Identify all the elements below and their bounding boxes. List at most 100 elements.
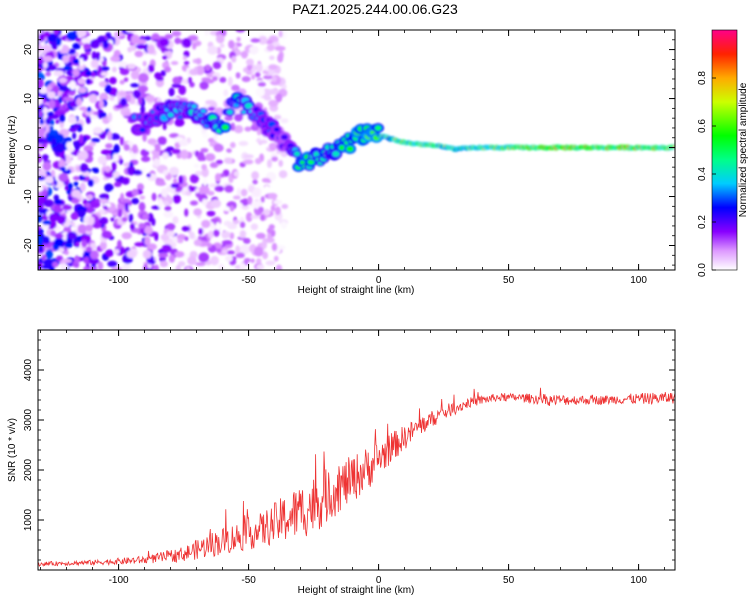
spectrogram-noise-blob	[223, 220, 232, 227]
spectrogram-noise-blob	[239, 244, 250, 255]
spectrogram-noise-blob	[174, 118, 185, 127]
spectrogram-noise-blob	[53, 204, 64, 214]
spectrogram-noise-blob	[224, 184, 234, 193]
spectrogram-noise-blob	[170, 61, 179, 66]
spectrogram-noise-blob	[235, 252, 245, 259]
spectrogram-noise-blob	[107, 112, 113, 122]
spectrogram-noise-blob	[111, 161, 117, 172]
spectrogram-noise-blob	[193, 124, 203, 130]
spectrogram-noise-blob	[70, 211, 79, 221]
spectrogram-blobs	[38, 30, 675, 270]
spectrogram-noise-blob	[187, 35, 199, 41]
spectrogram-noise-blob	[236, 187, 241, 198]
spectrogram-noise-blob	[226, 148, 232, 153]
spectrogram-noise-blob	[216, 47, 222, 55]
spectrogram-ridge-core	[280, 134, 289, 141]
spectrogram-noise-blob	[79, 163, 89, 173]
spectrogram-noise-blob	[47, 64, 57, 71]
spectrogram-noise-blob	[147, 44, 155, 55]
spectrogram-noise-blob	[60, 263, 69, 270]
spectrogram-noise-blob	[253, 246, 264, 257]
spectrogram-noise-blob	[127, 166, 133, 173]
spectrogram-noise-blob	[162, 55, 168, 60]
spectrogram-noise-blob	[107, 130, 113, 141]
spectrogram-noise-blob	[226, 250, 236, 255]
spectrogram-noise-blob	[97, 261, 104, 270]
spectrogram-noise-blob	[119, 136, 124, 146]
spectrogram-noise-blob	[268, 142, 277, 151]
spectrogram-noise-blob	[56, 255, 63, 262]
spectrogram-noise-blob	[178, 85, 187, 96]
spectrogram-noise-blob	[151, 218, 156, 226]
spectrogram-noise-blob	[38, 153, 41, 163]
spectrogram-noise-blob	[75, 241, 80, 248]
spectrogram-noise-blob	[127, 46, 133, 53]
spectrogram-noise-blob	[56, 37, 62, 47]
colorbar-gradient	[712, 30, 737, 270]
spectrogram-noise-blob	[120, 97, 128, 107]
spectrogram-noise-blob	[109, 95, 115, 101]
spectrogram-noise-blob	[199, 80, 209, 90]
spectrogram-noise-blob	[178, 175, 184, 185]
spectrogram-noise-blob	[246, 64, 253, 70]
spectrogram-noise-blob	[93, 111, 99, 116]
spectrogram-noise-blob	[243, 257, 251, 263]
spectrogram-noise-blob	[38, 43, 42, 54]
spectrogram-noise-blob	[235, 245, 241, 254]
spectrogram-noise-blob	[130, 223, 135, 231]
spectrogram-noise-blob	[112, 135, 121, 140]
snr-panel: -100 -50 0 50 100 1000 2000 3000 4000 Height of…	[7, 329, 676, 596]
spectrogram-noise-blob	[119, 68, 130, 76]
spectrogram-noise-blob	[256, 264, 265, 270]
colorbar-label: Normalized spectral amplitude	[738, 82, 749, 217]
spectrogram-noise-blob	[161, 244, 172, 253]
spectrogram-noise-blob	[38, 225, 42, 231]
spectrogram-noise-blob	[111, 266, 123, 270]
spectrogram-noise-blob	[188, 231, 195, 240]
spectrogram-noise-blob	[118, 158, 124, 165]
spectrogram-noise-blob	[138, 202, 146, 212]
spectrogram-noise-blob	[104, 165, 112, 173]
spectrogram-noise-blob	[42, 55, 53, 63]
spectrogram-noise-blob	[233, 171, 240, 177]
spectrogram-noise-blob	[210, 218, 219, 223]
spectrogram-noise-blob	[201, 219, 211, 229]
spectrogram-noise-blob	[53, 199, 63, 205]
spectrogram-noise-blob	[50, 169, 56, 178]
spectrogram-noise-blob	[261, 240, 268, 249]
spectrogram-noise-blob	[65, 141, 72, 149]
spectrogram-x-axis: -100 -50 0 50 100	[40, 30, 665, 286]
spectrogram-noise-blob	[207, 45, 218, 55]
spectrogram-noise-blob	[77, 224, 87, 234]
spectrogram-noise-blob	[41, 254, 47, 261]
spectrogram-noise-blob	[67, 48, 76, 55]
spectrogram-noise-blob	[117, 239, 122, 250]
spectrogram-noise-blob	[213, 229, 220, 237]
spectrogram-noise-blob	[54, 133, 65, 144]
spectrogram-noise-blob	[195, 262, 206, 267]
spectrogram-noise-blob	[72, 58, 80, 65]
spectrogram-ridge-core	[221, 124, 229, 131]
spectrogram-noise-blob	[254, 158, 262, 165]
spectrogram-noise-blob	[99, 92, 109, 102]
spectrogram-noise-blob	[109, 76, 117, 85]
spectrogram-noise-blob	[138, 222, 146, 229]
spectrogram-noise-blob	[58, 86, 69, 92]
spectrogram-noise-blob	[64, 250, 69, 256]
spectrogram-noise-blob	[264, 185, 270, 194]
spectrogram-noise-blob	[263, 75, 274, 80]
spectrogram-noise-blob	[99, 66, 110, 71]
spectrogram-noise-blob	[89, 39, 100, 49]
spectrogram-noise-blob	[38, 96, 43, 106]
spectrogram-noise-blob	[77, 64, 85, 71]
spectrogram-noise-blob	[138, 72, 149, 83]
spectrogram-noise-blob	[243, 154, 254, 159]
spectrogram-noise-blob	[184, 236, 189, 241]
spectrogram-noise-blob	[194, 170, 203, 176]
spectrogram-noise-blob	[140, 87, 145, 97]
spectrogram-noise-blob	[213, 143, 224, 153]
spectrogram-noise-blob	[58, 172, 69, 182]
spectrogram-noise-blob	[151, 192, 157, 201]
